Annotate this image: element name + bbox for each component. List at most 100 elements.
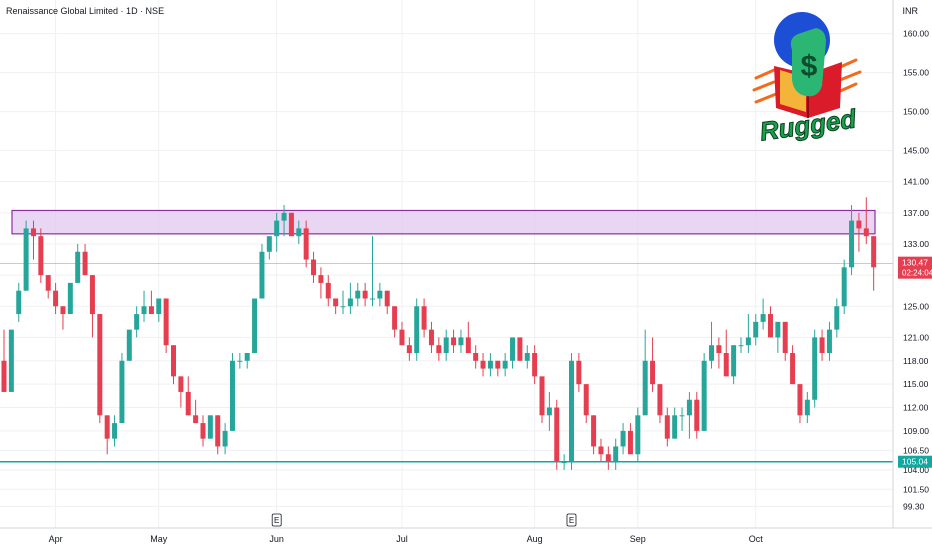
candle-body: [8, 329, 14, 392]
candle: [819, 329, 825, 361]
candle-body: [53, 290, 59, 307]
y-tick-label: 121.00: [903, 332, 929, 342]
candle-body: [694, 399, 700, 431]
candle-body: [849, 220, 855, 268]
chart-title: Renaissance Global Limited · 1D · NSE: [6, 6, 165, 16]
candle: [627, 423, 633, 455]
resistance-zone: [11, 209, 876, 235]
candle-body: [782, 321, 788, 354]
candle: [75, 243, 81, 283]
candle-body: [620, 430, 626, 447]
candle-body: [318, 275, 324, 283]
candle: [23, 220, 29, 291]
candle: [45, 275, 51, 299]
candle-body: [340, 306, 346, 308]
candle: [406, 337, 412, 361]
candle: [215, 415, 221, 455]
candle: [672, 407, 678, 439]
candle-body: [104, 415, 110, 439]
candle-body: [487, 360, 493, 369]
y-tick-label: 106.50: [903, 445, 929, 455]
candle: [487, 353, 493, 377]
y-tick-label: 155.00: [903, 68, 929, 78]
candle: [97, 314, 103, 424]
candle: [126, 329, 132, 361]
candle: [635, 407, 641, 463]
candle: [694, 391, 700, 439]
candle: [863, 197, 869, 244]
candle: [436, 337, 442, 361]
candle-body: [738, 345, 744, 347]
candle-body: [834, 306, 840, 330]
candle-body: [554, 407, 560, 463]
candle: [524, 345, 530, 369]
x-tick-label: Oct: [749, 534, 764, 544]
candle-body: [532, 353, 538, 377]
candle: [355, 282, 361, 307]
candle-body: [502, 360, 508, 369]
candle: [318, 267, 324, 299]
candle-body: [605, 454, 611, 463]
candle-body: [436, 345, 442, 354]
candle-body: [296, 228, 302, 237]
candle: [598, 438, 604, 463]
candle: [112, 415, 118, 447]
candle-body: [480, 360, 486, 369]
y-tick-label: 104.00: [903, 465, 929, 475]
candle: [67, 282, 73, 315]
candle-body: [200, 423, 206, 439]
candle-body: [148, 306, 154, 315]
candle: [104, 415, 110, 455]
candle: [871, 236, 877, 291]
candle-body: [377, 290, 383, 299]
candle-body: [259, 251, 265, 299]
candle: [502, 353, 508, 377]
support-price-tag-bg: [898, 455, 932, 468]
candle-body: [60, 306, 66, 315]
candle-body: [1, 360, 7, 392]
earnings-marker-box: [566, 513, 577, 527]
candle: [812, 329, 818, 408]
candle-body: [627, 430, 633, 455]
candle-body: [458, 337, 464, 346]
candle: [1, 329, 7, 392]
candle-body: [657, 384, 663, 416]
candle: [790, 345, 796, 385]
candle: [826, 321, 832, 361]
candle-body: [745, 337, 751, 346]
candle: [252, 298, 258, 354]
last-price-tag-label: 130.47: [902, 258, 928, 268]
candle: [723, 329, 729, 377]
candle-body: [119, 360, 125, 424]
candle-body: [141, 306, 147, 315]
candle: [82, 243, 88, 276]
candle: [200, 415, 206, 447]
candle-body: [672, 415, 678, 439]
candle: [60, 306, 66, 330]
y-tick-label: 133.00: [903, 239, 929, 249]
candle-body: [635, 415, 641, 455]
candle: [620, 423, 626, 455]
candle-body: [67, 282, 73, 315]
candle: [347, 282, 353, 315]
candle: [782, 321, 788, 361]
earnings-marker-label: E: [569, 516, 574, 525]
candle-body: [207, 415, 213, 439]
candle-body: [679, 415, 685, 417]
candle: [311, 251, 317, 283]
candle-body: [709, 345, 715, 361]
candle: [171, 345, 177, 385]
candle-body: [804, 399, 810, 416]
candle-body: [539, 376, 545, 416]
candle: [465, 321, 471, 354]
support-price-tag-label: 105.04: [902, 457, 928, 467]
candle-body: [193, 415, 199, 424]
candle-body: [583, 384, 589, 416]
candle: [156, 298, 162, 322]
candle-body: [325, 282, 331, 299]
candle-body: [82, 251, 88, 276]
candle-body: [406, 345, 412, 354]
candle-body: [863, 228, 869, 237]
candle: [517, 337, 523, 361]
candle: [613, 438, 619, 470]
